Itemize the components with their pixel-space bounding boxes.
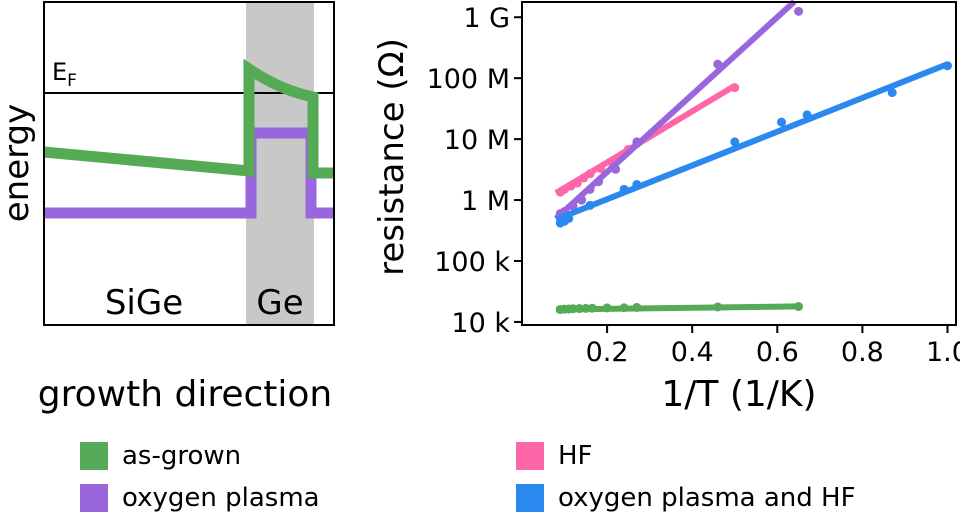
legend-item-as-grown: as-grown: [80, 438, 241, 474]
legend-label: oxygen plasma: [122, 483, 320, 513]
y-tick-label: 100 k: [434, 247, 510, 278]
legend-swatch-as-grown: [80, 442, 108, 470]
resistance-axis-label: resistance (Ω): [372, 38, 412, 276]
data-point-as-grown: [713, 302, 723, 312]
legend-label: HF: [558, 441, 593, 471]
x-tick-label: 0.6: [756, 337, 799, 368]
fit-line-oxygen-plasma-and-hf: [554, 61, 949, 223]
band-profile-oxygen-plasma: [44, 127, 334, 219]
legend-swatch-oxygen-plasma-and-hf: [516, 484, 544, 512]
data-point-hf: [572, 178, 582, 188]
band-diagram-frame: [43, 1, 335, 326]
data-point-hf: [730, 83, 740, 93]
legend-item-oxygen-plasma-and-hf: oxygen plasma and HF: [516, 480, 856, 516]
plot-series: [554, 0, 952, 315]
band-profile-as-grown: [43, 58, 334, 179]
data-point-hf: [585, 169, 595, 179]
growth-direction-label: growth direction: [38, 374, 332, 415]
x-tick-label: 1.0: [926, 337, 960, 368]
legend-item-oxygen-plasma: oxygen plasma: [80, 480, 320, 516]
fermi-level-label: EF: [52, 58, 77, 91]
data-point-oxygen-plasma: [585, 184, 595, 194]
plot-frame: [521, 1, 957, 326]
data-point-hf: [596, 163, 606, 173]
energy-axis-label: energy: [0, 104, 37, 222]
data-point-as-grown: [602, 303, 612, 313]
plot-ticks: 0.2 0.4 0.6 0.8 1.0 10 k 100 k 1 M 10 M 100 M 1 G: [427, 3, 960, 368]
data-point-oxygen-plasma: [632, 137, 642, 147]
data-point-oxygen-plasma-and-hf: [942, 61, 952, 71]
data-point-oxygen-plasma-and-hf: [585, 200, 595, 210]
series-oxygen-plasma: [554, 0, 804, 221]
data-point-oxygen-plasma-and-hf: [632, 180, 642, 190]
data-point-oxygen-plasma-and-hf: [730, 137, 740, 147]
data-point-oxygen-plasma-and-hf: [564, 213, 574, 223]
data-point-hf: [579, 173, 589, 183]
data-point-oxygen-plasma: [611, 164, 621, 174]
data-point-as-grown: [574, 304, 584, 314]
y-tick-label: 10 k: [451, 308, 510, 339]
region-label-sige: SiGe: [105, 283, 183, 323]
legend-label: as-grown: [122, 441, 242, 471]
y-tick-label: 1 M: [461, 186, 510, 217]
ge-region-shade: [246, 2, 314, 325]
data-point-as-grown: [587, 303, 597, 313]
data-point-as-grown: [619, 303, 629, 313]
data-point-as-grown: [794, 302, 804, 312]
data-point-oxygen-plasma: [577, 195, 587, 205]
data-point-oxygen-plasma-and-hf: [887, 88, 897, 98]
region-label-ge: Ge: [256, 283, 303, 323]
data-point-as-grown: [632, 302, 642, 312]
data-point-oxygen-plasma-and-hf: [619, 184, 629, 194]
x-tick-label: 0.4: [671, 337, 714, 368]
data-point-oxygen-plasma: [594, 177, 604, 187]
data-point-oxygen-plasma-and-hf: [777, 117, 787, 127]
legend-item-hf: HF: [516, 438, 593, 474]
data-point-oxygen-plasma-and-hf: [802, 110, 812, 120]
y-tick-label: 10 M: [444, 125, 510, 156]
data-point-as-grown: [568, 304, 578, 314]
legend-label: oxygen plasma and HF: [558, 483, 856, 513]
series-as-grown: [555, 302, 804, 315]
x-tick-label: 0.2: [586, 337, 629, 368]
data-point-as-grown: [581, 303, 591, 313]
series-hf: [554, 83, 740, 197]
y-tick-label: 100 M: [427, 64, 510, 95]
data-point-oxygen-plasma: [794, 6, 804, 16]
data-point-oxygen-plasma: [568, 201, 578, 211]
band-diagram-panel: EF SiGe Ge energy growth direction: [0, 1, 335, 415]
y-tick-label: 1 G: [463, 3, 510, 34]
inverse-temperature-axis-label: 1/T (1/K): [661, 374, 816, 415]
x-tick-label: 0.8: [841, 337, 884, 368]
series-oxygen-plasma-and-hf: [554, 61, 952, 228]
data-point-oxygen-plasma: [713, 59, 723, 69]
legend-swatch-hf: [516, 442, 544, 470]
legend-swatch-oxygen-plasma: [80, 484, 108, 512]
